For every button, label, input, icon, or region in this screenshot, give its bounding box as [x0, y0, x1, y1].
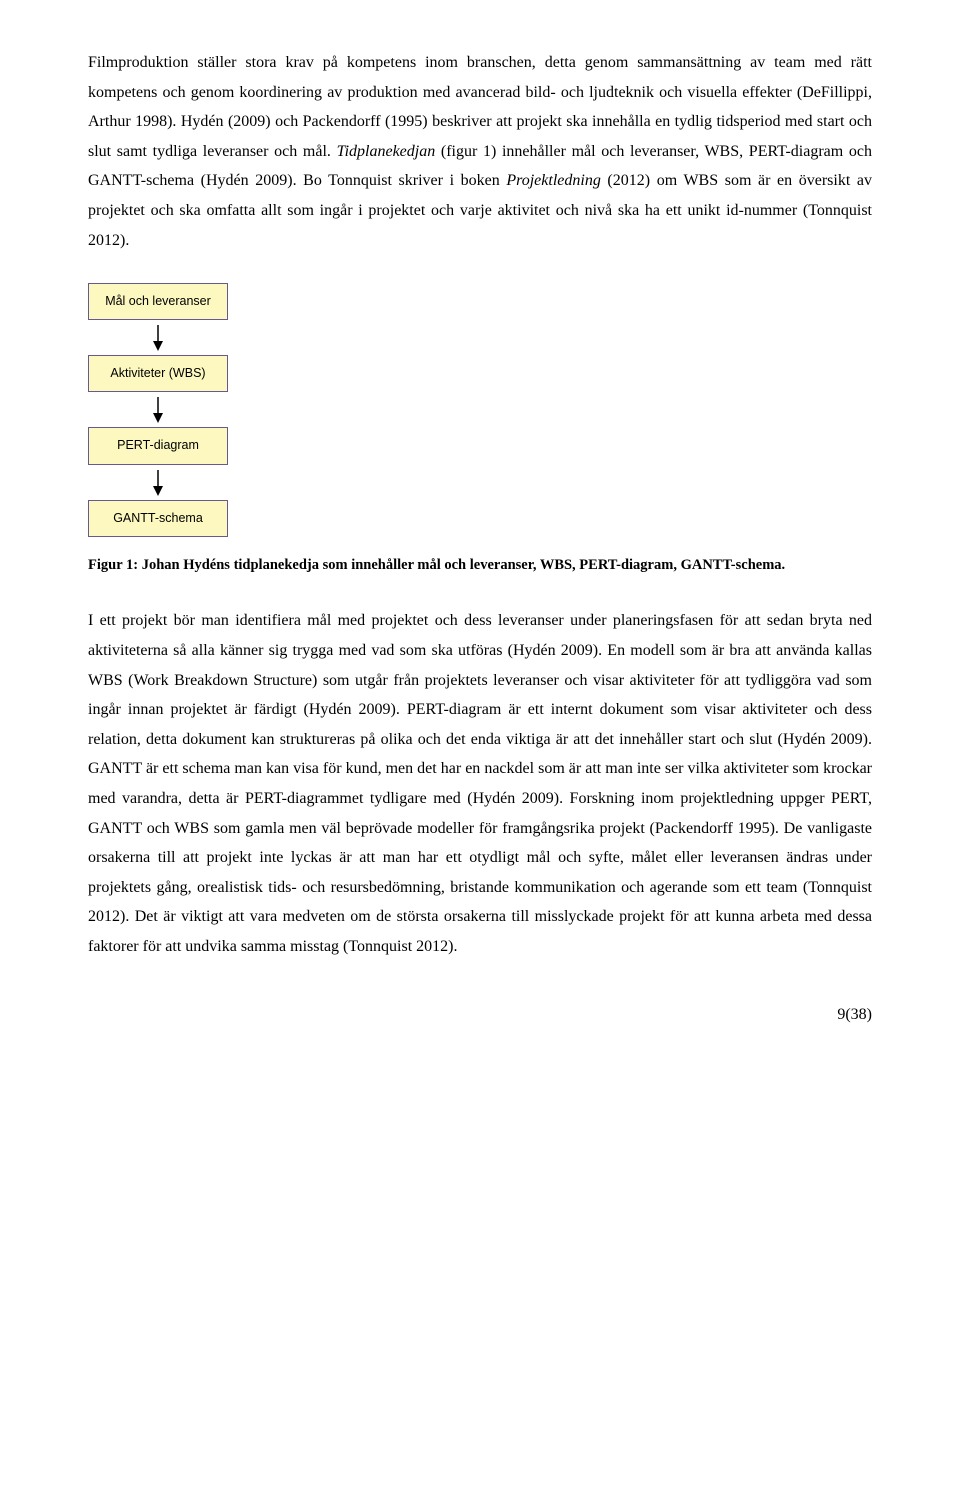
para1-italic-d: Projektledning: [506, 172, 601, 189]
diagram-arrow-2: [88, 392, 228, 427]
paragraph-2: I ett projekt bör man identifiera mål me…: [88, 606, 872, 961]
figure-caption: Figur 1: Johan Hydéns tidplanekedja som …: [88, 555, 872, 577]
paragraph-1: Filmproduktion ställer stora krav på kom…: [88, 48, 872, 255]
diagram-arrow-3: [88, 465, 228, 500]
para1-italic-b: Tidplanekedjan: [337, 143, 436, 160]
diagram-box-3: PERT-diagram: [88, 427, 228, 464]
diagram-box-1: Mål och leveranser: [88, 283, 228, 320]
diagram-arrow-1: [88, 320, 228, 355]
tidplanekedja-diagram: Mål och leveranser Aktiviteter (WBS) PER…: [88, 283, 258, 537]
diagram-box-2: Aktiviteter (WBS): [88, 355, 228, 392]
diagram-box-4: GANTT-schema: [88, 500, 228, 537]
page-number: 9(38): [88, 1000, 872, 1030]
